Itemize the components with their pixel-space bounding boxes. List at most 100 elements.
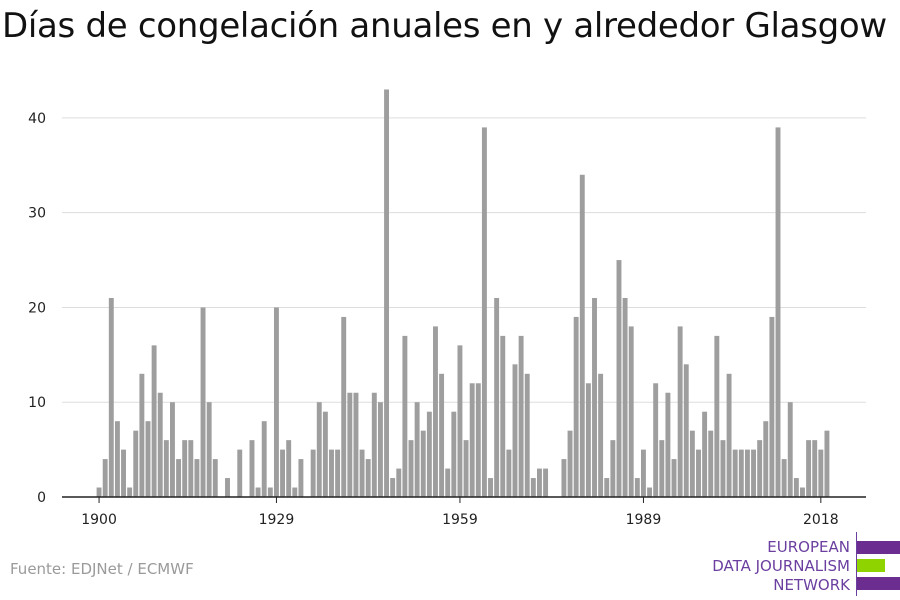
logo-divider	[856, 532, 857, 596]
bar	[598, 373, 604, 497]
y-tick-label: 20	[28, 300, 46, 316]
bar	[365, 459, 371, 497]
bar	[628, 326, 634, 497]
bar	[310, 449, 316, 497]
bar	[280, 449, 286, 497]
edjnet-logo: EUROPEAN DATA JOURNALISM NETWORK	[700, 530, 900, 600]
bar	[433, 326, 438, 497]
bar	[420, 430, 426, 497]
bar	[738, 449, 744, 497]
bar	[114, 421, 120, 497]
bar	[481, 127, 487, 498]
bar	[567, 430, 573, 497]
bar	[170, 402, 175, 497]
chart-title: Días de congelación anuales en y alreded…	[2, 6, 887, 46]
logo-bar-middle	[857, 559, 885, 572]
bar	[671, 459, 677, 497]
axes: 0 10 20 30 40 1900 1929 1959 1989 2018	[28, 111, 866, 528]
bar	[640, 449, 646, 497]
bar	[133, 430, 139, 497]
bar	[341, 316, 347, 497]
bar	[812, 440, 818, 497]
bar	[329, 449, 334, 497]
x-tick-label: 1929	[259, 512, 295, 528]
bar	[121, 449, 126, 497]
bar	[530, 478, 536, 497]
bar	[108, 297, 114, 497]
bar	[163, 440, 169, 497]
bar	[475, 383, 481, 497]
bar	[390, 478, 396, 497]
x-tick-label: 1989	[626, 512, 662, 528]
x-tick-label: 1959	[442, 512, 478, 528]
bar	[206, 402, 212, 497]
bar	[298, 459, 304, 497]
bar	[751, 449, 756, 497]
bar	[708, 430, 714, 497]
bar	[634, 478, 640, 497]
bar	[610, 440, 616, 497]
bar	[408, 440, 414, 497]
bar	[451, 411, 457, 497]
bar	[396, 468, 402, 497]
bar	[689, 430, 695, 497]
bar	[225, 478, 230, 497]
bar	[579, 174, 585, 498]
bar	[500, 335, 506, 497]
bar	[286, 440, 292, 497]
x-tick-label: 1900	[81, 512, 117, 528]
bar	[353, 392, 359, 497]
bars	[96, 89, 830, 498]
bar	[335, 449, 341, 497]
bar	[696, 449, 701, 497]
bar	[145, 421, 151, 497]
bar	[194, 459, 200, 497]
bar	[714, 335, 720, 497]
bar	[359, 449, 365, 497]
bar	[732, 449, 738, 497]
bar	[683, 364, 689, 497]
bar	[806, 440, 812, 497]
bar	[677, 326, 683, 497]
bar	[200, 307, 206, 497]
bar	[347, 392, 353, 497]
bar	[543, 468, 549, 497]
bar	[261, 421, 267, 497]
bar	[273, 307, 279, 497]
bar	[102, 459, 108, 497]
logo-line-2: DATA JOURNALISM	[712, 557, 850, 575]
logo-bar-top	[857, 541, 900, 554]
bar	[537, 468, 542, 497]
y-tick-label: 40	[28, 111, 46, 127]
bar-chart: 0 10 20 30 40 1900 1929 1959 1989 2018	[28, 89, 866, 528]
bar	[127, 487, 133, 497]
bar	[744, 449, 750, 497]
bar	[292, 487, 298, 497]
bar	[267, 487, 273, 497]
bar	[96, 487, 102, 497]
x-tick-label: 2018	[803, 512, 839, 528]
bar	[818, 449, 824, 497]
bar	[377, 402, 383, 497]
bar	[824, 430, 830, 497]
bar	[249, 440, 255, 497]
bar	[212, 459, 218, 497]
bar	[439, 373, 445, 497]
bar	[573, 316, 579, 497]
bar	[769, 316, 775, 497]
bar	[506, 449, 512, 497]
bar	[720, 440, 726, 497]
bar	[604, 478, 610, 497]
bar	[316, 402, 322, 497]
y-tick-label: 0	[37, 490, 46, 506]
bar	[592, 297, 597, 497]
bar	[665, 392, 671, 497]
source-note: Fuente: EDJNet / ECMWF	[10, 560, 194, 578]
bar	[775, 127, 781, 498]
bar	[445, 468, 451, 497]
y-tick-label: 30	[28, 206, 46, 222]
bar	[647, 487, 653, 497]
bar	[622, 297, 628, 497]
bar	[488, 478, 493, 497]
bar	[561, 459, 567, 497]
